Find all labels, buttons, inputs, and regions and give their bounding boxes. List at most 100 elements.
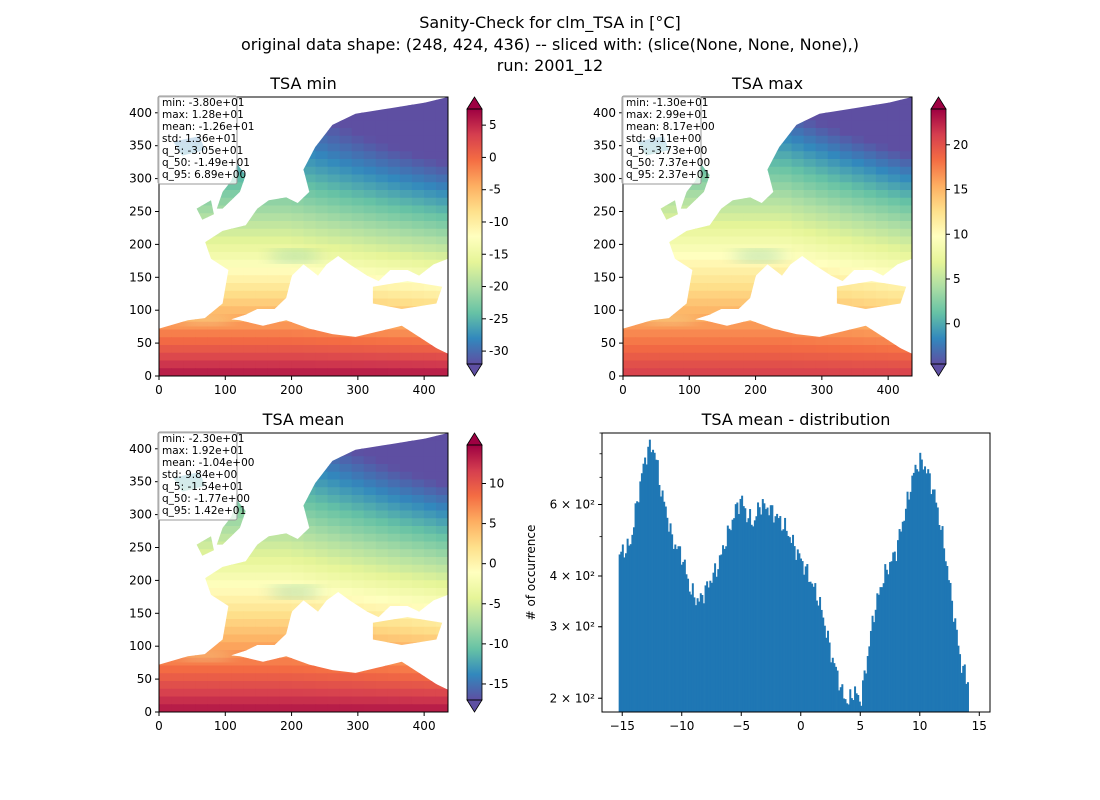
- histogram-bar: [900, 531, 903, 712]
- histogram-bar: [661, 490, 664, 712]
- histogram-x-tick-label: 0: [797, 719, 805, 733]
- y-tick-label: 350: [129, 139, 152, 153]
- stats-line: q_50: 7.37e+00: [626, 157, 710, 169]
- histogram-bar: [914, 464, 917, 712]
- histogram-bar: [782, 529, 785, 712]
- histogram-bar: [699, 593, 702, 712]
- histogram-bar: [648, 439, 651, 712]
- stats-line: q_5: -3.73e+00: [626, 145, 707, 157]
- x-tick-label: 0: [155, 383, 163, 397]
- histogram-bar: [849, 689, 852, 712]
- histogram-bar: [634, 503, 637, 712]
- histogram-x-tick-label: 15: [972, 719, 987, 733]
- histogram-bar: [931, 489, 934, 712]
- histogram-bar: [798, 553, 801, 712]
- histogram-bar: [752, 526, 755, 712]
- histogram-bar: [714, 563, 717, 712]
- histogram-bar: [736, 502, 739, 712]
- histogram-bar: [903, 520, 906, 712]
- histogram-bar: [828, 642, 831, 712]
- histogram-bar: [871, 615, 874, 712]
- histogram-bar: [734, 504, 737, 712]
- histogram-bar: [701, 595, 704, 712]
- histogram-x-tick-label: −10: [669, 719, 694, 733]
- histogram-bar: [919, 452, 922, 712]
- colorbar-tick-label: 10: [953, 227, 968, 241]
- histogram-bar: [669, 523, 672, 712]
- histogram-y-tick-label: 6 × 10²: [550, 498, 596, 512]
- histogram-bar: [957, 645, 960, 712]
- figure-suptitle-line-2: original data shape: (248, 424, 436) -- …: [241, 35, 859, 54]
- colorbar-extend-min: [930, 363, 947, 377]
- histogram-bar: [739, 498, 742, 712]
- y-tick-label: 350: [593, 139, 616, 153]
- y-tick-label: 350: [129, 475, 152, 489]
- histogram-bar: [863, 670, 866, 712]
- histogram-bar: [687, 578, 690, 712]
- x-tick-label: 400: [413, 383, 436, 397]
- histogram-bar: [639, 481, 642, 712]
- panel-title: TSA min: [269, 74, 336, 93]
- histogram-bar: [744, 508, 747, 712]
- y-tick-label: 200: [593, 237, 616, 251]
- histogram-bar: [647, 446, 650, 712]
- histogram-bar: [917, 471, 920, 712]
- histogram-bar: [815, 600, 818, 712]
- histogram-bar: [776, 513, 779, 712]
- histogram-bar: [702, 603, 705, 712]
- colorbar-tick-label: -15: [489, 677, 509, 691]
- histogram-bar: [884, 564, 887, 712]
- stats-line: mean: -1.26e+01: [162, 121, 254, 133]
- histogram-bar: [936, 507, 939, 712]
- histogram-bar: [688, 591, 691, 712]
- histogram-bar: [788, 537, 791, 712]
- histogram-bar: [812, 586, 815, 712]
- histogram-bar: [663, 501, 666, 712]
- histogram-bar: [695, 605, 697, 712]
- colorbar: -15 -10 -5 0 5 10: [466, 432, 509, 713]
- y-tick-label: 400: [593, 106, 616, 120]
- histogram-bar: [946, 566, 949, 712]
- histogram-bar: [869, 630, 872, 712]
- stats-line: min: -1.30e+01: [626, 97, 708, 109]
- histogram-bar: [889, 562, 892, 712]
- histogram-x-tick-label: 10: [912, 719, 927, 733]
- y-tick-label: 200: [129, 573, 152, 587]
- histogram-bars: [618, 439, 969, 712]
- histogram-bar: [671, 534, 674, 712]
- histogram-bar: [621, 544, 624, 712]
- y-tick-label: 100: [129, 639, 152, 653]
- histogram-bar: [952, 621, 955, 712]
- colorbar-tick-label: 10: [489, 476, 504, 490]
- histogram-bar: [857, 695, 860, 712]
- histogram-bar: [854, 686, 857, 712]
- histogram-bar: [666, 517, 669, 712]
- histogram-bar: [962, 665, 965, 712]
- histogram-bar: [728, 528, 731, 712]
- y-tick-label: 0: [144, 705, 152, 719]
- colorbar-tick-label: -15: [489, 247, 509, 261]
- histogram-bar: [766, 507, 769, 712]
- histogram-bar: [846, 703, 849, 712]
- histogram-bar: [954, 618, 957, 712]
- histogram-bar: [787, 535, 790, 712]
- histogram-bar: [892, 552, 895, 712]
- x-tick-label: 400: [413, 719, 436, 733]
- colorbar-tick-label: -5: [489, 597, 501, 611]
- histogram-bar: [629, 544, 632, 712]
- x-tick-label: 400: [877, 383, 900, 397]
- histogram-bar: [631, 534, 634, 712]
- histogram-bar: [769, 505, 772, 712]
- histogram-bar: [645, 464, 648, 712]
- histogram-frame: [601, 432, 991, 713]
- histogram-bar: [951, 600, 954, 712]
- y-tick-label: 400: [129, 442, 152, 456]
- stats-line: q_5: -1.54e+01: [162, 481, 243, 493]
- stats-line: q_95: 6.89e+00: [162, 169, 246, 181]
- histogram-bar: [660, 496, 663, 712]
- histogram-bar: [876, 593, 879, 712]
- histogram-bar: [908, 499, 911, 712]
- histogram-bar: [698, 601, 701, 712]
- y-tick-label: 100: [129, 303, 152, 317]
